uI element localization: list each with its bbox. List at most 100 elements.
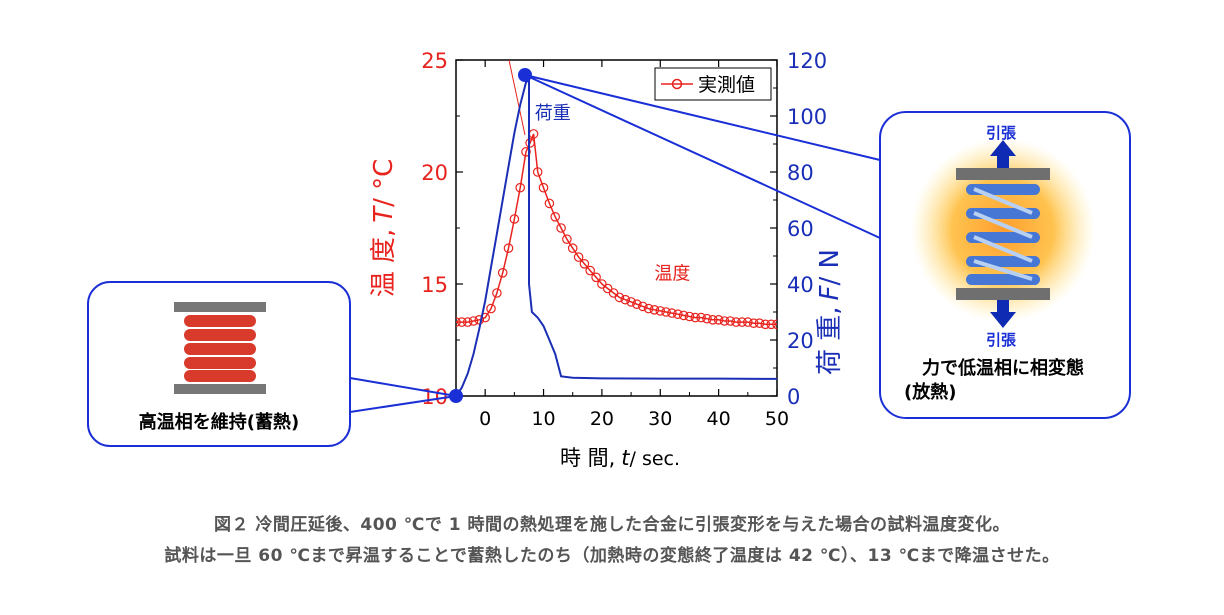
temperature-point [573,252,584,262]
temperature-point [492,288,502,298]
caption-line-2: 試料は一旦 60 ℃まで昇温することで蓄熱したのち（加熱時の変態終了温度は 42… [164,546,1060,566]
x-axis-label: 時 間, t/ sec. [560,446,680,470]
legend: 実測値 [654,67,772,101]
y-right-tick-label: 100 [787,105,827,129]
temperature-point [702,313,712,324]
temperature-point [525,138,535,148]
temperature-point [515,182,525,193]
temperature-point [754,318,765,328]
temperature-point [456,317,461,327]
temperature-point [632,299,642,309]
x-tick-label: 0 [479,408,491,430]
temperature-point [544,198,555,209]
temperature-point [696,312,706,323]
y-left-tick-label: 20 [421,161,448,185]
temperature-point [772,319,777,330]
temperature-point [719,316,730,326]
y-axis-left-label: 温 度,T/ °C [369,159,399,298]
y-right-tick-label: 20 [787,329,814,353]
temperature-point [579,258,590,269]
caption-line-1: 図２ 冷間圧延後、400 ℃で 1 時間の熱処理を施した合金に引張変形を与えた場… [213,515,1011,535]
axis-ticks [455,59,778,397]
x-tick-label: 50 [765,408,789,430]
y-right-tick-label: 60 [787,217,814,241]
tension-label-bottom: 引張 [986,331,1017,349]
temperature-tangent-line [508,60,526,136]
y-right-tick-label: 80 [787,161,814,185]
callout-left-text: 高温相を維持(蓄熱) [139,411,299,433]
x-tick-label: 10 [531,408,555,430]
temperature-point [655,306,666,316]
x-tick-label: 30 [648,408,672,430]
legend-label: 実測値 [698,74,755,96]
temperature-point [591,272,601,283]
load-annotation: 荷重 [535,103,571,124]
temperature-point [742,317,753,327]
temperature-point [497,267,508,278]
temperature-point [462,317,473,327]
start-point-marker [449,389,463,403]
temperature-point [614,292,625,303]
x-axis: 0 10 20 30 40 50 時 間, t/ sec. [479,408,789,470]
arrow-down-icon [990,300,1016,328]
temperature-annotation: 温度 [654,264,690,285]
heat-glow [911,138,1095,322]
temperature-point [713,314,724,325]
load-line [456,77,777,396]
temperature-point [509,214,520,224]
temperature-point [678,310,689,321]
temperature-point [643,303,654,314]
arrow-up-icon [990,140,1016,168]
legend-marker-icon [671,78,683,90]
temperature-point [690,312,701,323]
temperature-point [626,297,636,307]
temperature-point [649,304,660,315]
temperature-point [620,294,631,305]
tension-label-top: 引張 [986,124,1017,142]
spring-icon [973,187,1033,281]
y-axis-right: 0 20 40 60 80 100 120 荷 重,F/ N [787,49,845,409]
temperature-point [567,243,578,253]
callout-right-text-line1: 力で低温相に相変態 [922,357,1084,379]
temperature-point [550,212,560,222]
temperature-point [766,319,776,330]
temperature-point [737,317,747,327]
temperature-point [731,317,741,327]
callout-right: 引張 引張 力で低温相に相変態 (放熱) [524,74,1131,419]
x-tick-label: 40 [707,408,731,430]
temperature-markers [456,129,777,330]
temperature-point [468,316,479,326]
temperature-point [672,309,683,319]
temperature-point [503,243,514,253]
temperature-point [684,311,695,322]
temperature-point [667,308,677,318]
temperature-point [456,317,467,327]
temperature-point [538,182,549,193]
temperature-point [532,167,543,177]
temperature-point [725,316,736,326]
temperature-point [486,303,496,314]
temperature-point [760,319,771,330]
temperature-point [521,147,531,157]
callout-right-text-line2: (放熱) [904,381,956,403]
figure: 0 10 20 30 40 50 時 間, t/ sec. 10 15 20 25 温 度,T/ … [87,49,1131,470]
temperature-point [748,318,759,328]
temperature-point [585,265,595,276]
x-tick-label: 20 [590,408,614,430]
peak-point-marker [518,68,532,82]
temperature-point [562,234,572,244]
y-right-tick-label: 120 [787,49,827,73]
y-axis-right-label: 荷 重,F/ N [815,249,845,375]
callout-left: 高温相を維持(蓄熱) [87,281,457,447]
temperature-point [661,307,671,317]
y-right-tick-label: 40 [787,273,814,297]
temperature-point [707,314,718,325]
temperature-point [556,223,566,233]
temperature-point [637,301,648,312]
y-right-tick-label: 0 [787,385,800,409]
y-left-tick-label: 25 [421,49,448,73]
y-left-tick-label: 15 [421,273,448,297]
plot-area [455,59,778,397]
temperature-point [602,283,613,294]
